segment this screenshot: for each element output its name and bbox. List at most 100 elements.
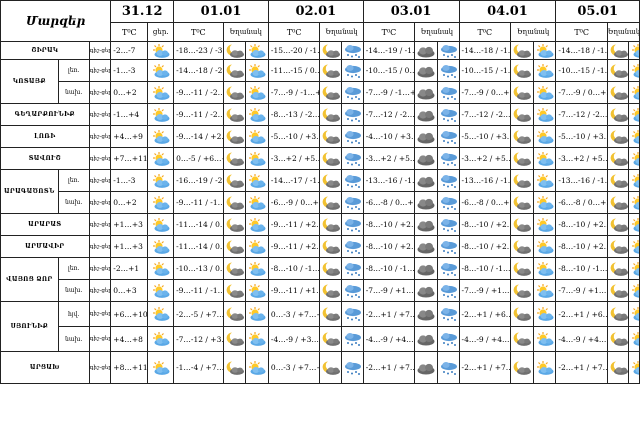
moon-cloud-icon bbox=[606, 125, 629, 148]
temp-cell: 0…+2 bbox=[110, 191, 149, 214]
sun-cloud-icon bbox=[147, 59, 175, 82]
terrain-label: նախ. bbox=[57, 191, 90, 214]
temp-cell: -14…-19 / -1…-6 bbox=[362, 41, 416, 60]
temp-cell: -4…-9 / +4…+9 bbox=[362, 326, 416, 352]
temp-cell: -14…-18 / -2…-4 bbox=[173, 59, 224, 82]
night-day-label: գիշ-ցեր. bbox=[88, 169, 112, 192]
region-row: նախ.գիշ-ցեր.0…+2 -9…-11 / -1…+2 -6…-9 / 0…… bbox=[1, 191, 640, 214]
region-name: ԼՈՌԻ bbox=[0, 125, 90, 148]
sun-cloud-icon bbox=[147, 191, 175, 214]
temp-cell: -4…-9 / +3…+8 bbox=[267, 326, 321, 352]
temp-cell: -18…-23 / -3…-8 bbox=[173, 41, 224, 60]
temp-cell: -8…-10 / -1…+2 bbox=[555, 257, 608, 280]
snow-icon bbox=[341, 213, 364, 236]
night-day-label: գիշ-ցեր. bbox=[88, 301, 112, 327]
temp-cell: -2…-5 / +7…+10 bbox=[173, 301, 224, 327]
moon-cloud-icon bbox=[222, 147, 247, 170]
moon-cloud-icon bbox=[319, 125, 343, 148]
sun-cloud-icon bbox=[147, 279, 175, 302]
temp-cell: -9…-11 / +2…+4 bbox=[267, 235, 321, 258]
night-day-label: գիշ-ցեր. bbox=[88, 81, 112, 104]
cloud-icon bbox=[414, 125, 438, 148]
moon-cloud-icon bbox=[510, 147, 534, 170]
moon-cloud-icon bbox=[510, 301, 534, 327]
moon-cloud-icon bbox=[319, 301, 343, 327]
sun-cloud-icon bbox=[147, 103, 175, 126]
temp-cell: -2…+1 / +7…+12 bbox=[555, 351, 608, 384]
moon-cloud-icon bbox=[606, 59, 629, 82]
temp-cell: -6…-8 / 0…+2 bbox=[458, 191, 512, 214]
temp-subheader: T⁰C bbox=[110, 22, 149, 42]
sun-cloud-icon bbox=[245, 235, 269, 258]
moon-cloud-icon bbox=[222, 351, 247, 384]
temp-cell: -6…-8 / 0…+2 bbox=[555, 191, 608, 214]
temp-cell: -8…-13 / -2…+2 bbox=[267, 103, 321, 126]
weather-subheader: Եղանակ bbox=[414, 22, 460, 42]
temp-cell: 0…+3 bbox=[110, 279, 149, 302]
temp-subheader: T⁰C bbox=[267, 22, 321, 42]
temp-cell: -7…-9 / +1…+3 bbox=[555, 279, 608, 302]
snow-icon bbox=[436, 169, 460, 192]
weather-subheader: Եղանակ bbox=[222, 22, 269, 42]
snow-icon bbox=[436, 213, 460, 236]
sun-cloud-icon bbox=[147, 41, 175, 60]
date-header-2: 02.01 bbox=[267, 0, 364, 23]
moon-cloud-icon bbox=[319, 147, 343, 170]
temp-cell: -1…-3 bbox=[110, 59, 149, 82]
temp-cell: -2…+1 bbox=[110, 257, 149, 280]
region-row: նախ.գիշ-ցեր.0…+2 -9…-11 / -2…+1 -7…-9 / -1… bbox=[1, 81, 640, 104]
region-name: ՍՅՈՒՆԻՔ bbox=[0, 301, 59, 352]
snow-icon bbox=[341, 235, 364, 258]
sun-cloud-icon bbox=[245, 147, 269, 170]
temp-cell: -9…-11 / +1…+3 bbox=[267, 279, 321, 302]
moon-cloud-icon bbox=[319, 235, 343, 258]
temp-cell: 0…-3 / +7…+12 bbox=[267, 301, 321, 327]
weather-subheader: Եղանակ bbox=[319, 22, 364, 42]
weather-subheader: ցեր. bbox=[147, 22, 175, 42]
temp-cell: -7…-9 / +1…+3 bbox=[458, 279, 512, 302]
night-day-label: գիշ-ցեր. bbox=[88, 147, 112, 170]
temp-cell: -8…-10 / +2…+4 bbox=[555, 213, 608, 236]
moon-cloud-icon bbox=[606, 191, 629, 214]
sun-cloud-icon bbox=[245, 41, 269, 60]
temp-cell: -8…-10 / -1…+2 bbox=[267, 257, 321, 280]
sun-cloud-icon bbox=[532, 103, 557, 126]
temp-cell: -7…-12 / -2…+3 bbox=[458, 103, 512, 126]
temp-cell: -5…-10 / +3…+8 bbox=[555, 125, 608, 148]
temp-cell: -4…-9 / +4…+9 bbox=[458, 326, 512, 352]
moon-cloud-icon bbox=[222, 301, 247, 327]
sun-cloud-icon bbox=[147, 326, 175, 352]
temp-cell: -14…-18 / -1…-6 bbox=[458, 41, 512, 60]
sun-cloud-icon bbox=[245, 191, 269, 214]
sun-cloud-icon bbox=[245, 103, 269, 126]
moon-cloud-icon bbox=[319, 351, 343, 384]
moon-cloud-icon bbox=[319, 326, 343, 352]
temp-cell: +1…+3 bbox=[110, 235, 149, 258]
sun-cloud-icon bbox=[627, 326, 640, 352]
region-name: ՏԱՎՈՒՇ bbox=[0, 147, 90, 170]
moon-cloud-icon bbox=[510, 103, 534, 126]
night-day-label: գիշ-ցեր. bbox=[88, 326, 112, 352]
temp-cell: -14…-18 / -1…-6 bbox=[555, 41, 608, 60]
temp-cell: -2…+1 / +6…+11 bbox=[555, 301, 608, 327]
sun-cloud-icon bbox=[532, 191, 557, 214]
moon-cloud-icon bbox=[510, 279, 534, 302]
terrain-label: նախ. bbox=[57, 81, 90, 104]
temp-cell: 0…-3 / +7…+12 bbox=[267, 351, 321, 384]
temp-cell: -10…-15 / -1…-3 bbox=[458, 59, 512, 82]
terrain-label: հյվ. bbox=[57, 301, 90, 327]
snow-icon bbox=[341, 147, 364, 170]
sun-cloud-icon bbox=[532, 279, 557, 302]
temp-cell: -6…-9 / 0…+3 bbox=[267, 191, 321, 214]
temp-cell: +6…+10 bbox=[110, 301, 149, 327]
sun-cloud-icon bbox=[532, 125, 557, 148]
night-day-label: գիշ-ցեր. bbox=[88, 103, 112, 126]
sun-cloud-icon bbox=[245, 301, 269, 327]
region-name: ԱՐԱԳԱԾՈՏՆ bbox=[0, 169, 59, 214]
sun-cloud-icon bbox=[147, 169, 175, 192]
